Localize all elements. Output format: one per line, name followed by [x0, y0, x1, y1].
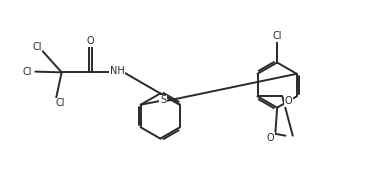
Text: Cl: Cl [272, 31, 282, 41]
Text: Cl: Cl [55, 98, 64, 108]
Text: Cl: Cl [22, 67, 32, 77]
Text: O: O [285, 96, 293, 106]
Text: S: S [160, 95, 166, 105]
Text: O: O [86, 36, 94, 46]
Text: O: O [266, 133, 274, 143]
Text: Cl: Cl [32, 42, 42, 52]
Text: NH: NH [110, 66, 125, 76]
